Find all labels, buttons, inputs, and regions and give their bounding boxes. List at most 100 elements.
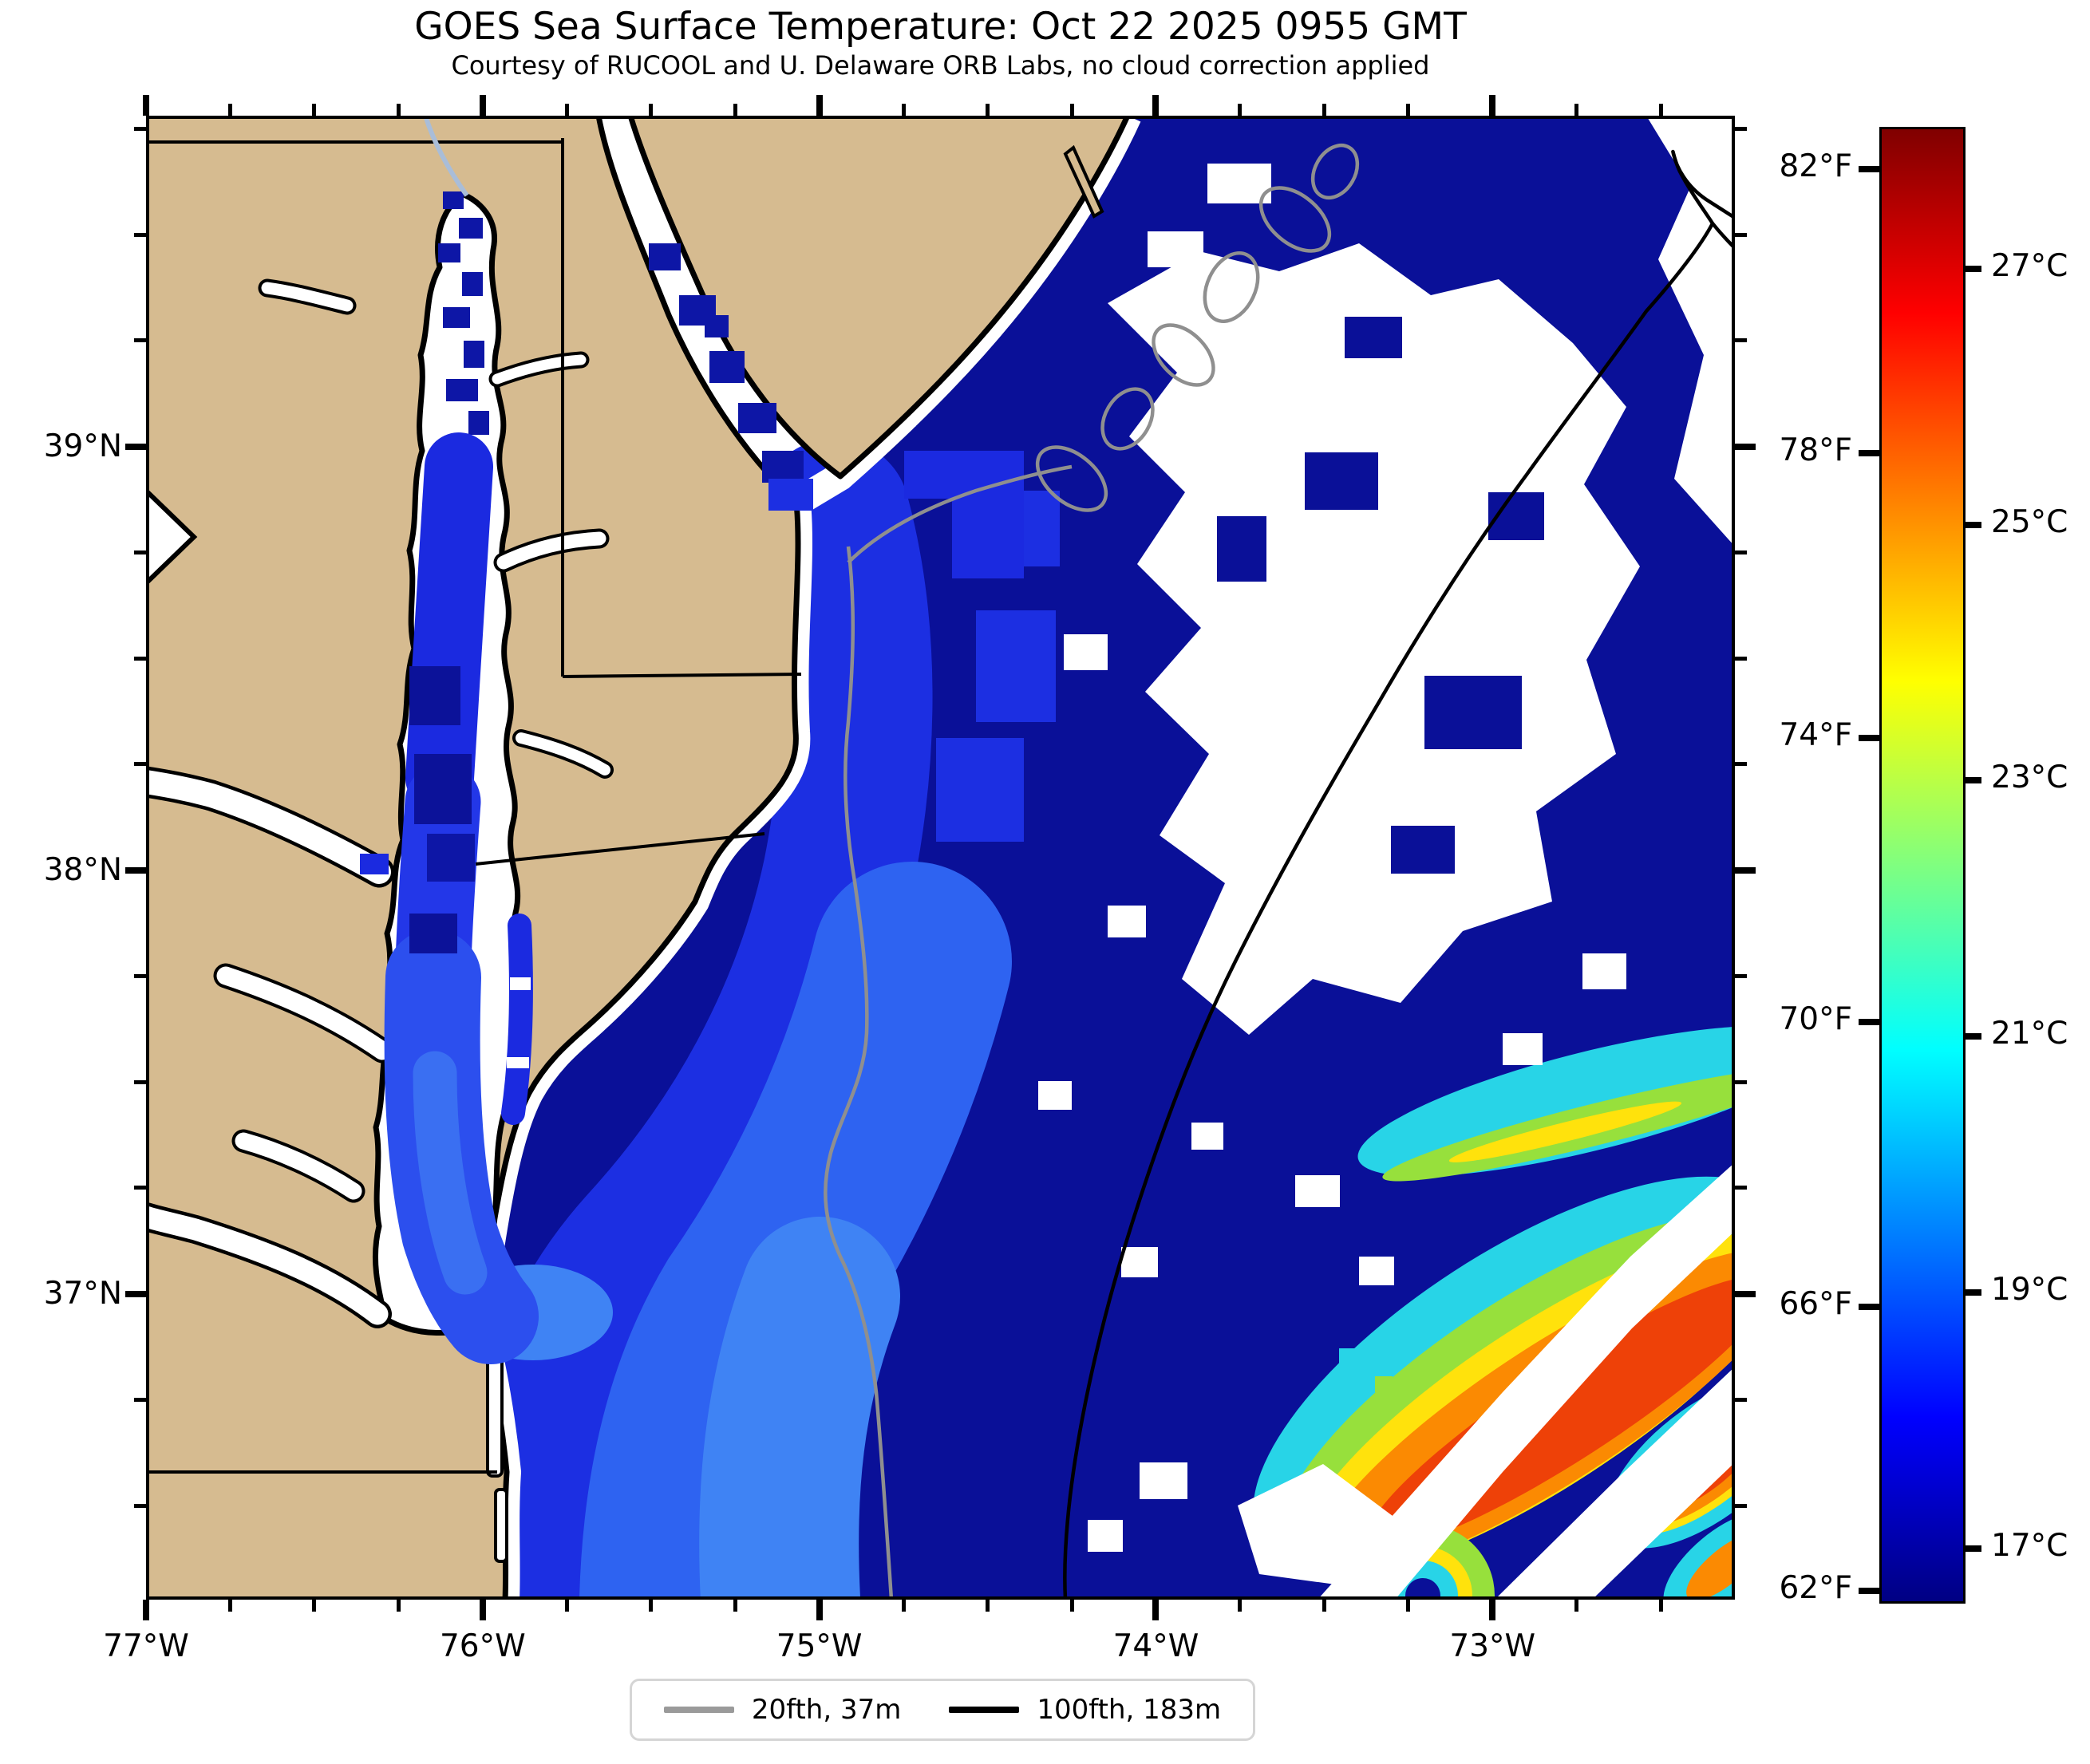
x-major-tick-top — [143, 95, 149, 116]
shelf-patch — [936, 738, 1024, 842]
bay-pixel — [709, 351, 745, 383]
cloud-patch — [1148, 231, 1203, 267]
x-major-tick-top — [816, 95, 823, 116]
colorbar-f-tick — [1859, 735, 1879, 742]
state-borders — [146, 138, 802, 1474]
sst-map-svg — [146, 116, 1735, 1600]
colorbar-c-label: 21°C — [1991, 1016, 2068, 1052]
choptank-river — [496, 531, 606, 570]
x-major-tick — [479, 1600, 486, 1620]
x-major-tick — [143, 1600, 149, 1620]
tangier-gap — [507, 1057, 529, 1068]
contour-20fth-north — [847, 464, 1073, 564]
y-minor-tick — [134, 126, 146, 131]
susquehanna-river — [423, 116, 469, 197]
colorbar-f-tick — [1859, 165, 1879, 172]
colorbar-c-label: 17°C — [1991, 1528, 2068, 1565]
potomac-mouth-pixel — [360, 854, 389, 874]
cloud-patch — [1140, 1462, 1187, 1499]
state-border-md-de-south — [562, 673, 802, 678]
x-minor-tick — [1069, 1600, 1074, 1612]
warm-band-yellow — [1448, 1101, 1682, 1162]
cloud-streak-2 — [1495, 1367, 1735, 1600]
y-minor-tick — [134, 762, 146, 767]
colorbar-f-tick — [1859, 1303, 1879, 1310]
patapsco-river — [261, 282, 354, 312]
x-minor-tick-top — [1238, 104, 1243, 116]
sst-map-canvas — [146, 116, 1735, 1600]
shelf-water-band — [465, 439, 933, 1600]
x-tick-label: 77°W — [103, 1628, 189, 1664]
tangier-sound-water — [501, 914, 533, 1125]
contour-20fth-shoal — [1258, 186, 1332, 253]
delaware-bay-water — [649, 243, 813, 511]
bathymetry-100fathom-contour — [1063, 149, 1735, 1600]
cloud-patch — [1191, 1123, 1223, 1150]
y-minor-tick-right — [1735, 338, 1747, 343]
y-minor-tick-right — [1735, 656, 1747, 661]
bay-pixel — [468, 411, 489, 435]
x-minor-tick — [1238, 1600, 1243, 1612]
cloud-patch — [1359, 1257, 1394, 1285]
y-minor-tick — [134, 1503, 146, 1508]
chester-river — [492, 354, 587, 385]
back-bay-lagoon — [486, 1355, 504, 1478]
colorbar — [1879, 127, 1966, 1604]
legend-item-contour-20-fathom: 20fth, 37m — [663, 1694, 902, 1726]
x-minor-tick-top — [1322, 104, 1326, 116]
bay-pixel — [705, 315, 729, 337]
warm-pixel — [1319, 1389, 1335, 1403]
colorbar-f-tick — [1859, 1018, 1879, 1025]
state-border-md-va-delmarva — [475, 832, 765, 866]
coastal-plume — [699, 1217, 900, 1600]
x-minor-tick — [312, 1600, 317, 1612]
x-tick-label: 74°W — [1112, 1628, 1199, 1664]
x-minor-tick — [649, 1600, 654, 1612]
legend-label: 20fth, 37m — [751, 1694, 902, 1726]
cloud-blob-south — [1238, 1464, 1393, 1588]
cloud-hole — [1345, 317, 1402, 358]
cloud-patch — [1088, 1520, 1123, 1552]
contour-20fth-shoal — [1035, 445, 1108, 512]
y-tick-label: 38°N — [43, 851, 122, 888]
x-minor-tick-top — [1406, 104, 1411, 116]
nanticoke-river — [516, 732, 610, 775]
cloud-patch — [1121, 1247, 1158, 1277]
x-minor-tick-top — [1574, 104, 1579, 116]
bathymetry-20fathom-contour — [824, 143, 1360, 1600]
rivers-layer — [146, 278, 614, 1328]
colorbar-f-tick — [1859, 1588, 1879, 1595]
x-major-tick-top — [1152, 95, 1160, 116]
cloud-patch — [1064, 634, 1108, 670]
y-minor-tick — [134, 232, 146, 237]
ocean-layer — [453, 116, 1735, 1600]
x-major-tick — [1489, 1600, 1496, 1620]
x-minor-tick-top — [227, 104, 232, 116]
contour-20-fathom-line-sample — [663, 1707, 734, 1713]
cloud-patch — [1582, 953, 1626, 989]
potomac-river — [146, 770, 391, 884]
bay-pixel — [649, 243, 681, 270]
bay-pixel — [443, 307, 470, 328]
legend-label: 100fth, 183m — [1037, 1694, 1222, 1726]
cloud-holes — [1217, 317, 1544, 874]
x-minor-tick-top — [396, 104, 401, 116]
x-tick-label: 73°W — [1449, 1628, 1536, 1664]
legend: 20fth, 37m 100fth, 183m — [630, 1679, 1255, 1741]
x-minor-tick-top — [564, 104, 569, 116]
cloud-patch — [1108, 906, 1146, 937]
bay-dark-patch — [409, 666, 460, 725]
y-major-tick-right — [1735, 443, 1756, 450]
cloud-main-blob — [1108, 243, 1640, 1035]
warm-band-northeast — [1357, 1025, 1735, 1182]
x-minor-tick — [1322, 1600, 1326, 1612]
x-minor-tick-top — [312, 104, 317, 116]
james-river — [146, 1206, 389, 1325]
y-minor-tick-right — [1735, 550, 1747, 554]
x-minor-tick — [733, 1600, 737, 1612]
bay-pixel — [438, 243, 460, 262]
nearshore-patch — [904, 451, 960, 499]
y-major-tick — [125, 443, 146, 450]
cloud-hole — [1391, 826, 1455, 874]
x-minor-tick-top — [1658, 104, 1663, 116]
